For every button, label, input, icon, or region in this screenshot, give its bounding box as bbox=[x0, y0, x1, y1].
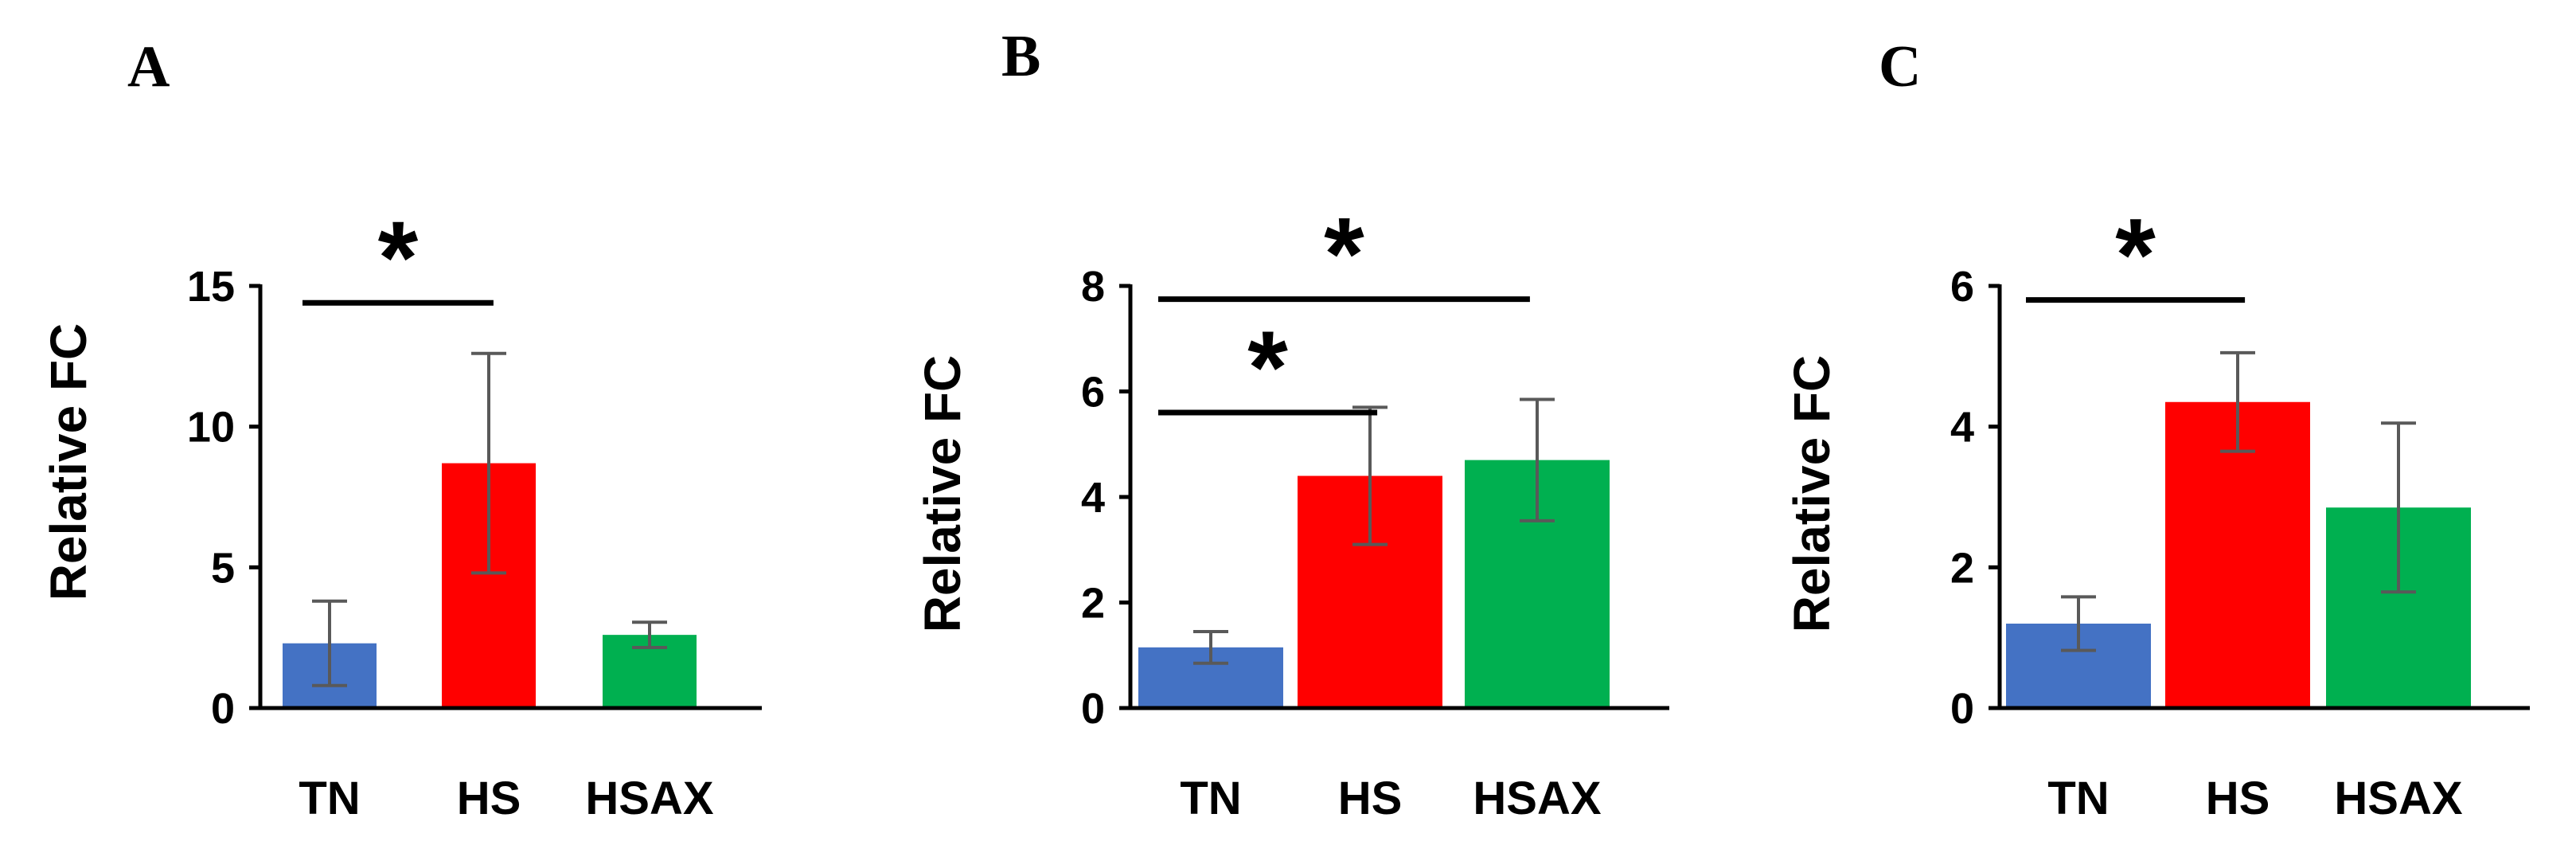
x-tick-label-tn: TN bbox=[1180, 773, 1241, 824]
x-tick-label-hs: HS bbox=[1338, 773, 1403, 824]
error-bar-tn bbox=[1193, 629, 1228, 665]
panel-c: C Relative FC 0 2 4 6 TN HS HSAX * bbox=[1783, 34, 2530, 824]
error-bar-hs bbox=[2220, 350, 2255, 453]
error-bar-hsax bbox=[632, 620, 667, 650]
y-axis-label: Relative FC bbox=[1783, 355, 1840, 633]
y-tick-label: 0 bbox=[1081, 685, 1105, 733]
error-bar-tn bbox=[2061, 595, 2096, 652]
error-bar-hsax bbox=[2381, 421, 2416, 594]
y-tick-label: 10 bbox=[187, 404, 235, 452]
significance-asterisk: * bbox=[1247, 309, 1288, 425]
y-axis-label: Relative FC bbox=[40, 323, 97, 601]
y-axis-label: Relative FC bbox=[914, 355, 971, 633]
significance-asterisk: * bbox=[378, 199, 419, 315]
x-tick-label-hs: HS bbox=[457, 773, 521, 824]
significance-asterisk: * bbox=[1324, 196, 1364, 312]
panel-a: A Relative FC 0 5 10 15 TN HS HSAX * bbox=[40, 34, 762, 824]
y-tick-label: 8 bbox=[1081, 263, 1105, 311]
panel-letter: B bbox=[1001, 24, 1040, 89]
panel-b: B Relative FC 0 2 4 6 8 TN HS HSAX * * bbox=[914, 24, 1669, 824]
y-tick-label: 2 bbox=[1081, 580, 1105, 628]
y-tick-label: 2 bbox=[1950, 544, 1974, 592]
error-bar-hs bbox=[471, 351, 506, 575]
error-bar-tn bbox=[312, 599, 347, 687]
y-tick-label: 4 bbox=[1081, 474, 1105, 522]
error-bar-hs bbox=[1352, 405, 1388, 546]
y-tick-label: 6 bbox=[1081, 369, 1105, 417]
x-tick-label-tn: TN bbox=[2047, 773, 2109, 824]
y-tick-label: 6 bbox=[1950, 263, 1974, 311]
x-tick-label-hsax: HSAX bbox=[2334, 773, 2462, 824]
y-tick-label: 0 bbox=[1950, 685, 1974, 733]
y-tick-label: 0 bbox=[211, 685, 235, 733]
x-tick-label-tn: TN bbox=[299, 773, 360, 824]
y-tick-label: 5 bbox=[211, 544, 235, 592]
panel-letter: A bbox=[127, 34, 170, 100]
x-tick-label-hs: HS bbox=[2206, 773, 2270, 824]
bar-hs bbox=[2165, 401, 2310, 708]
error-bar-hsax bbox=[1520, 397, 1555, 522]
x-tick-label-hsax: HSAX bbox=[1473, 773, 1601, 824]
y-tick-label: 4 bbox=[1950, 404, 1974, 452]
significance-asterisk: * bbox=[2115, 197, 2156, 313]
y-tick-label: 15 bbox=[187, 263, 235, 311]
x-tick-label-hsax: HSAX bbox=[585, 773, 713, 824]
panel-letter: C bbox=[1879, 34, 1921, 100]
